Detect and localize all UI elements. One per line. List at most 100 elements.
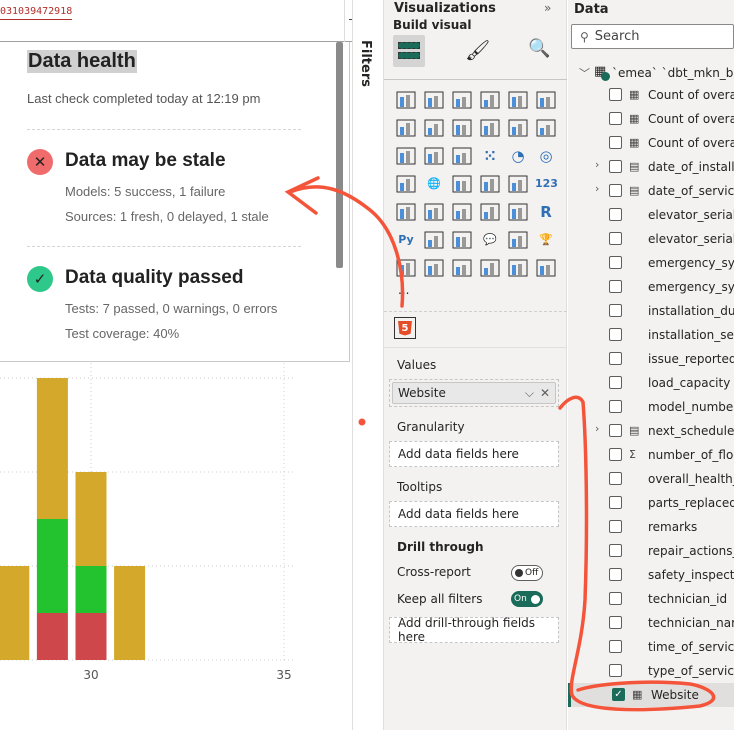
build-visual-tab[interactable] [393, 35, 425, 67]
narrative-icon[interactable] [507, 229, 529, 251]
filled-map-icon[interactable] [451, 173, 473, 195]
search-input[interactable]: ⚲ Search [571, 24, 734, 49]
field-item[interactable]: installation_serv... [568, 323, 734, 347]
smart-slicer-icon[interactable] [451, 257, 473, 279]
key-influencers-icon[interactable] [423, 229, 445, 251]
field-checkbox[interactable] [609, 400, 622, 413]
field-checkbox[interactable] [609, 328, 622, 341]
cross-report-toggle[interactable]: Off [511, 565, 543, 581]
field-item[interactable]: parts_replaced [568, 491, 734, 515]
clustered-column-icon[interactable] [479, 89, 501, 111]
table-node[interactable]: ﹀ ▦ `emea` `dbt_mkn_bron... [568, 61, 734, 85]
chevron-down-icon[interactable]: ⌵ [524, 385, 534, 400]
field-item[interactable]: repair_actions_t... [568, 539, 734, 563]
drill-through-well[interactable]: Add drill-through fields here [389, 616, 559, 644]
ribbon-icon[interactable] [395, 145, 417, 167]
scatter-icon[interactable]: ⁙ [483, 147, 497, 165]
field-item[interactable]: time_of_service [568, 635, 734, 659]
field-checkbox[interactable] [609, 616, 622, 629]
smart-card-icon[interactable] [423, 257, 445, 279]
remove-field-icon[interactable]: ✕ [539, 386, 550, 400]
area-icon[interactable] [423, 117, 445, 139]
url-text[interactable]: 031039472918 [0, 5, 73, 20]
field-item[interactable]: › ▤ next_scheduled... [568, 419, 734, 443]
power-automate-flow-icon[interactable] [535, 257, 557, 279]
bar-segment[interactable] [75, 566, 107, 613]
multi-row-card-icon[interactable] [395, 201, 417, 223]
field-item[interactable]: emergency_syst... [568, 251, 734, 275]
chevron-down-icon[interactable]: ﹀ [579, 67, 590, 80]
bar-segment[interactable] [36, 378, 68, 519]
chevron-right-icon[interactable]: › [595, 182, 600, 195]
field-checkbox[interactable] [609, 592, 622, 605]
field-checkbox[interactable] [609, 112, 622, 125]
bar-segment[interactable] [36, 519, 68, 613]
line-column-icon[interactable] [507, 117, 529, 139]
analytics-icon[interactable]: 🔍 [528, 38, 551, 59]
field-checkbox[interactable] [609, 280, 622, 293]
goals-icon[interactable]: 🏆 [539, 233, 553, 246]
field-checkbox[interactable] [609, 88, 622, 101]
field-checkbox[interactable] [609, 304, 622, 317]
slicer-icon[interactable] [451, 201, 473, 223]
table-icon[interactable] [479, 201, 501, 223]
treemap-icon[interactable] [395, 173, 417, 195]
donut-icon[interactable]: ◎ [539, 147, 553, 165]
field-item[interactable]: elevator_serial_... [568, 227, 734, 251]
100-stacked-column-icon[interactable] [535, 89, 557, 111]
field-checkbox[interactable] [609, 232, 622, 245]
tooltips-well[interactable]: Add data fields here [389, 501, 559, 527]
power-apps-icon[interactable] [479, 257, 501, 279]
line-clustered-column-icon[interactable] [535, 117, 557, 139]
field-checkbox[interactable] [609, 376, 622, 389]
granularity-well[interactable]: Add data fields here [389, 441, 559, 467]
kpi-icon[interactable] [423, 201, 445, 223]
field-item[interactable]: overall_health_c... [568, 467, 734, 491]
field-checkbox[interactable] [609, 472, 622, 485]
field-item[interactable]: type_of_service [568, 659, 734, 683]
chevron-right-icon[interactable]: › [595, 158, 600, 171]
field-item[interactable]: safety_inspectio... [568, 563, 734, 587]
field-checkbox[interactable] [609, 520, 622, 533]
field-checkbox[interactable] [609, 664, 622, 677]
field-item[interactable]: elevator_serial_... [568, 203, 734, 227]
field-checkbox[interactable] [609, 568, 622, 581]
funnel-icon[interactable] [451, 145, 473, 167]
clustered-bar-icon[interactable] [451, 89, 473, 111]
field-item[interactable]: load_capacity [568, 371, 734, 395]
field-item[interactable]: › ▤ date_of_service [568, 179, 734, 203]
field-checkbox[interactable]: ✓ [612, 688, 625, 701]
power-automate-icon[interactable] [507, 257, 529, 279]
collapse-icon[interactable]: » [544, 1, 552, 15]
bar-segment[interactable] [36, 613, 68, 660]
field-checkbox[interactable] [609, 640, 622, 653]
field-item[interactable]: ✓ ▦ Website [568, 683, 734, 707]
values-field-website[interactable]: Website ⌵ ✕ [392, 382, 556, 404]
bar-segment[interactable] [75, 472, 107, 566]
waterfall-icon[interactable] [423, 145, 445, 167]
field-item[interactable]: model_number [568, 395, 734, 419]
python-visual-icon[interactable]: Py [398, 233, 414, 246]
field-item[interactable]: emergency_syst... [568, 275, 734, 299]
field-item[interactable]: technician_name [568, 611, 734, 635]
pie-icon[interactable]: ◔ [511, 147, 525, 165]
field-checkbox[interactable] [609, 160, 622, 173]
filters-pane-collapsed[interactable] [352, 0, 384, 730]
qa-icon[interactable]: 💬 [483, 233, 497, 246]
field-checkbox[interactable] [609, 424, 622, 437]
field-checkbox[interactable] [609, 136, 622, 149]
field-item[interactable]: remarks [568, 515, 734, 539]
field-checkbox[interactable] [609, 496, 622, 509]
azure-map-icon[interactable] [479, 173, 501, 195]
stacked-column-chart[interactable]: 30 35 [0, 363, 352, 730]
more-visuals-icon[interactable]: ... [398, 283, 410, 297]
field-checkbox[interactable] [609, 352, 622, 365]
line-icon[interactable] [395, 117, 417, 139]
100-stacked-bar-icon[interactable] [507, 89, 529, 111]
field-item[interactable]: installation_dur... [568, 299, 734, 323]
field-item[interactable]: issue_reported [568, 347, 734, 371]
field-checkbox[interactable] [609, 184, 622, 197]
stacked-bar-icon[interactable] [395, 89, 417, 111]
paginated-icon[interactable] [395, 257, 417, 279]
field-item[interactable]: ▦ Count of overal... [568, 107, 734, 131]
